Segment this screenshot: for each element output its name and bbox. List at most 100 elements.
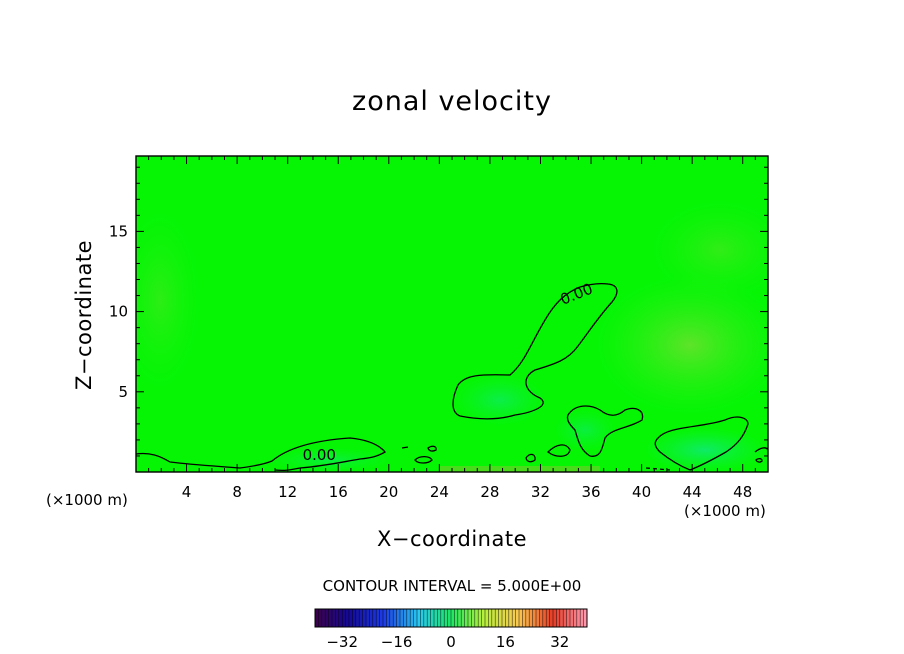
colorbar-cell	[389, 609, 394, 627]
colorbar-cell	[495, 609, 499, 627]
colorbar-cell	[417, 609, 421, 627]
colorbar-cell	[372, 609, 377, 627]
colorbar-cell	[444, 609, 448, 627]
contour-blob-d	[525, 453, 536, 463]
x-tick-label: 28	[480, 483, 499, 501]
x-tick-label: 24	[430, 483, 449, 501]
contour-blob-a	[414, 455, 433, 464]
colorbar-cell	[471, 609, 476, 627]
x-tick-label: 8	[232, 483, 242, 501]
colorbar-cell	[464, 609, 469, 627]
y-axis: 5 10 15	[109, 166, 768, 457]
x-tick-label: 48	[733, 483, 752, 501]
shade-bottom-strip	[440, 466, 600, 472]
x-tick-label: 12	[278, 483, 297, 501]
colorbar-cell	[468, 609, 472, 627]
colorbar-cell	[542, 609, 547, 627]
colorbar-cell	[566, 609, 571, 627]
colorbar-cell	[502, 609, 506, 627]
colorbar-cell	[532, 609, 537, 627]
colorbar-cell	[515, 609, 520, 627]
colorbar-cell	[553, 609, 557, 627]
colorbar-cell	[406, 609, 411, 627]
shade-positive-left	[136, 210, 200, 390]
colorbar-cell	[342, 609, 346, 627]
colorbar-cell	[338, 609, 343, 627]
shade-negative-plume	[455, 375, 545, 425]
colorbar-cell	[366, 609, 370, 627]
colorbar-cell	[437, 609, 442, 627]
colorbar-cell	[383, 609, 387, 627]
colorbar-cell	[481, 609, 486, 627]
contour-interval-label: CONTOUR INTERVAL = 5.000E+00	[322, 577, 582, 595]
colorbar-cell	[352, 609, 357, 627]
colorbar-frame	[314, 608, 588, 628]
colorbar-cell	[546, 609, 550, 627]
shade-negative-bottom	[270, 448, 390, 472]
colorbar-cell	[318, 609, 323, 627]
shade-negative-mid	[555, 410, 615, 450]
colorbar-cell	[345, 609, 350, 627]
colorbar-cell	[454, 609, 459, 627]
colorbar-cell	[349, 609, 353, 627]
x-tick-label: 4	[182, 483, 192, 501]
colorbar-cell	[573, 609, 578, 627]
colorbar-cell	[461, 609, 465, 627]
shade-positive-right	[595, 275, 768, 415]
x-axis-unit-left: (×1000 m)	[46, 491, 128, 509]
zero-contours	[136, 282, 768, 472]
colorbar-cell	[430, 609, 435, 627]
colorbar: −32 −16 0 16 32	[314, 608, 588, 651]
colorbar-cell	[498, 609, 503, 627]
contour-right-dot	[755, 457, 763, 463]
contour-blob-e	[547, 444, 571, 457]
colorbar-cell	[570, 609, 574, 627]
colorbar-cell	[539, 609, 544, 627]
colorbar-cell	[328, 609, 333, 627]
colorbar-cell	[423, 609, 428, 627]
colorbar-cell	[396, 609, 401, 627]
colorbar-cell	[379, 609, 384, 627]
colorbar-cell	[413, 609, 418, 627]
colorbar-cell	[508, 609, 513, 627]
x-axis-label: X−coordinate	[377, 527, 527, 551]
colorbar-cell	[355, 609, 360, 627]
colorbar-cell	[536, 609, 540, 627]
colorbar-tick-label: 16	[496, 633, 515, 651]
y-tick-label: 10	[109, 303, 128, 321]
colorbar-cell	[563, 609, 567, 627]
contour-blob-b	[427, 445, 437, 452]
colorbar-cell	[400, 609, 404, 627]
colorbar-cell	[519, 609, 523, 627]
colorbar-cell	[321, 609, 326, 627]
colorbar-cell	[335, 609, 340, 627]
colorbar-cell	[580, 609, 584, 627]
contour-label: 0.00	[303, 446, 336, 464]
colorbar-cell	[447, 609, 452, 627]
colorbar-cell	[457, 609, 462, 627]
colorbar-cell	[491, 609, 496, 627]
x-tick-label: 20	[379, 483, 398, 501]
colorbar-tick-label: 32	[550, 633, 569, 651]
contour-blob-c	[401, 446, 409, 449]
contour-mid-right	[566, 405, 644, 457]
colorbar-cell	[427, 609, 431, 627]
colorbar-cell	[393, 609, 397, 627]
colorbar-cell	[315, 609, 319, 627]
contour-plume	[452, 282, 618, 420]
colorbar-cell	[386, 609, 391, 627]
colorbar-cell	[362, 609, 367, 627]
colorbar-cell	[478, 609, 482, 627]
colorbar-cell	[529, 609, 533, 627]
x-tick-label: 16	[329, 483, 348, 501]
colorbar-cell	[549, 609, 554, 627]
colorbar-cell	[522, 609, 527, 627]
x-tick-label: 32	[531, 483, 550, 501]
colorbar-cell	[576, 609, 581, 627]
x-tick-label: 40	[632, 483, 651, 501]
colorbar-cell	[583, 609, 588, 627]
colorbar-cell	[485, 609, 489, 627]
colorbar-cell	[525, 609, 530, 627]
colorbar-cell	[559, 609, 564, 627]
